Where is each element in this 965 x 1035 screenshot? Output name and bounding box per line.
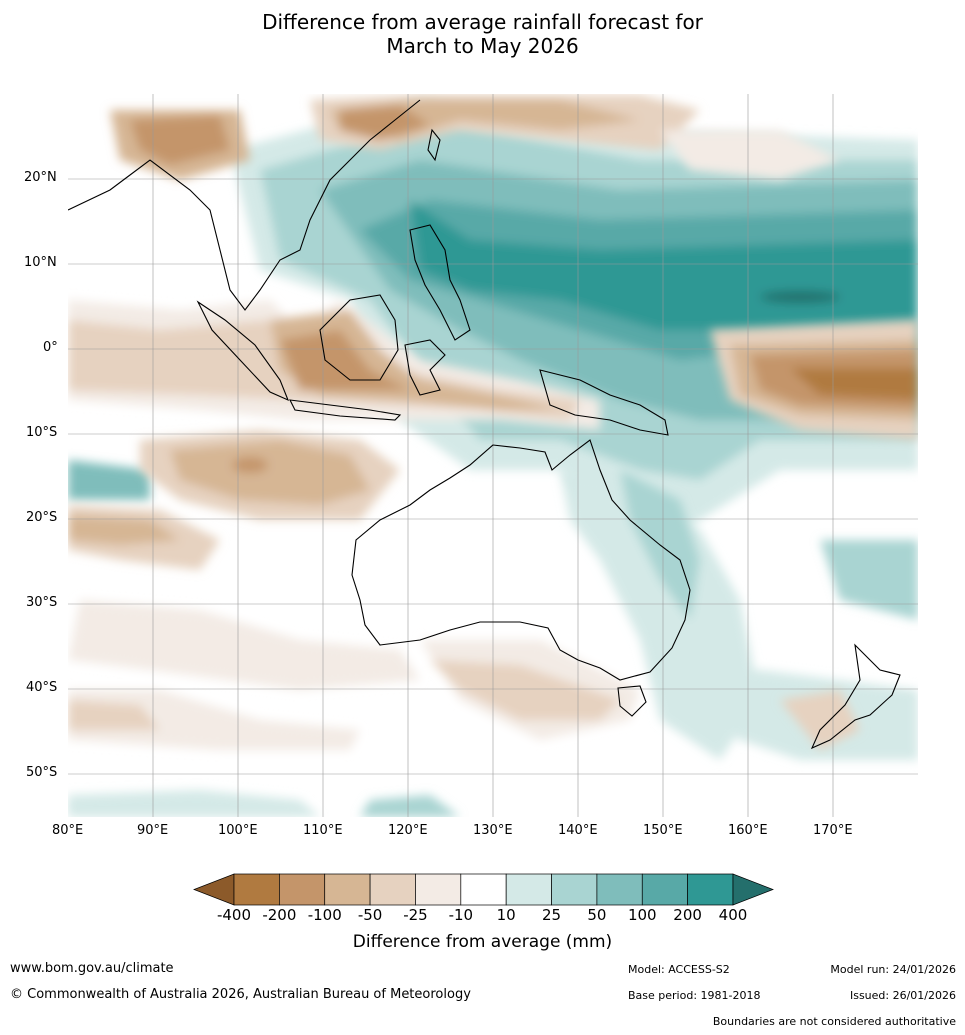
australia-coastline: [351, 439, 691, 681]
new-guinea-coastline: [539, 369, 669, 436]
java-coastline: [289, 399, 402, 421]
colorbar-swatch: [460, 873, 507, 906]
colorbar-swatch: [233, 873, 280, 906]
lat-tick: 30°S: [26, 595, 58, 610]
footer-copyright: © Commonwealth of Australia 2026, Austra…: [10, 987, 471, 1002]
lon-tick: 100°E: [218, 823, 258, 838]
lon-tick: 80°E: [52, 823, 84, 838]
footer-issued: Issued: 26/01/2026: [849, 989, 956, 1002]
colorbar-extend-low: [193, 873, 235, 906]
colorbar-swatch: [279, 873, 326, 906]
lon-tick: 160°E: [728, 823, 768, 838]
dry-anomaly-regions: [68, 95, 918, 750]
colorbar-swatch: [415, 873, 462, 906]
footer-model-run: Model run: 24/01/2026: [830, 963, 956, 976]
colorbar-swatch: [369, 873, 416, 906]
colorbar-swatch: [551, 873, 598, 906]
colorbar-swatch: [687, 873, 734, 906]
colorbar-extend-high: [732, 873, 774, 906]
colorbar-tick-label: -400: [216, 906, 252, 924]
colorbar-swatch: [324, 873, 371, 906]
colorbar-tick-label: -100: [307, 906, 342, 924]
footer-disclaimer: Boundaries are not considered authoritat…: [712, 1015, 956, 1028]
map-gridlines: [68, 94, 918, 817]
borneo-coastline: [319, 294, 399, 381]
lon-tick: 170°E: [813, 823, 853, 838]
asia-mainland-coastline: [68, 99, 421, 311]
map-title-line2: March to May 2026: [386, 34, 579, 58]
colorbar-tick-label: 25: [541, 906, 562, 924]
tasmania-coastline: [617, 685, 647, 717]
new-zealand-coastline: [810, 643, 901, 750]
lat-tick: 10°S: [26, 425, 58, 440]
colorbar-tick-label: -10: [448, 906, 474, 924]
colorbar: [193, 873, 774, 906]
lat-tick: 40°S: [26, 680, 58, 695]
lon-tick: 140°E: [558, 823, 598, 838]
lon-tick: 130°E: [473, 823, 513, 838]
colorbar-tick-label: -200: [262, 906, 297, 924]
colorbar-tick-label: -25: [403, 906, 428, 924]
rainfall-anomaly-field: [68, 94, 918, 817]
colorbar-tick-label: -50: [357, 906, 383, 924]
taiwan-coastline: [427, 128, 441, 162]
colorbar-tick-label: 400: [718, 906, 748, 924]
lat-tick: 50°S: [26, 765, 58, 780]
footer-model: Model: ACCESS-S2: [628, 963, 730, 976]
colorbar-swatch: [505, 873, 552, 906]
lat-tick: 0°: [43, 340, 58, 355]
coastlines: [68, 99, 901, 750]
lon-tick: 120°E: [388, 823, 428, 838]
sulawesi-coastline: [404, 339, 446, 396]
footer-base-period: Base period: 1981-2018: [628, 989, 761, 1002]
colorbar-tick-label: 10: [496, 906, 516, 924]
lat-tick: 20°N: [24, 170, 57, 185]
colorbar-tick-label: 200: [673, 906, 702, 924]
lon-tick: 90°E: [137, 823, 169, 838]
wet-anomaly-eastern-australia: [68, 460, 918, 817]
colorbar-swatch: [596, 873, 643, 906]
lat-tick: 20°S: [26, 510, 58, 525]
lon-tick: 110°E: [303, 823, 343, 838]
map-title-line1: Difference from average rainfall forecas…: [262, 10, 703, 34]
colorbar-swatch: [641, 873, 688, 906]
sumatra-coastline: [196, 300, 290, 402]
colorbar-tick-label: 50: [587, 906, 607, 924]
philippines-coastline: [409, 224, 471, 341]
colorbar-title: Difference from average (mm): [352, 932, 613, 952]
lat-tick: 10°N: [24, 255, 57, 270]
lon-tick: 150°E: [643, 823, 683, 838]
colorbar-tick-label: 100: [627, 906, 657, 924]
footer-url[interactable]: www.bom.gov.au/climate: [10, 961, 174, 976]
